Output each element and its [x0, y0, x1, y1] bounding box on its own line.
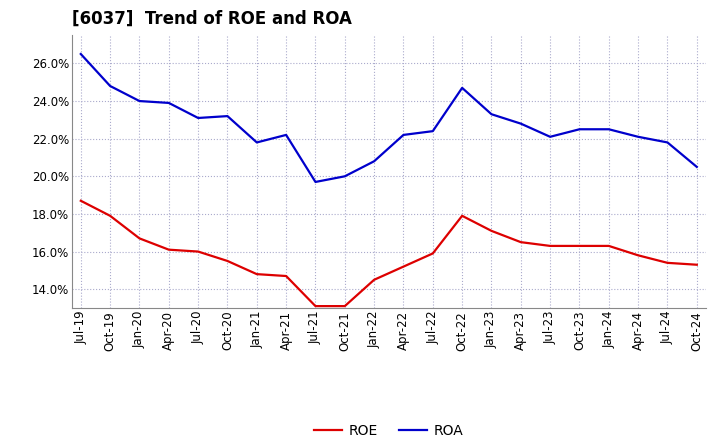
ROE — [516, 239, 525, 245]
Legend: ROE, ROA: ROE, ROA — [309, 418, 469, 440]
ROE — [605, 243, 613, 249]
ROA — [370, 158, 379, 164]
ROA — [634, 134, 642, 139]
ROA — [605, 127, 613, 132]
ROE — [370, 277, 379, 282]
ROE — [693, 262, 701, 268]
ROA — [282, 132, 290, 138]
ROA — [194, 115, 202, 121]
Line: ROA: ROA — [81, 54, 697, 182]
ROA — [106, 83, 114, 88]
ROE — [341, 304, 349, 309]
ROA — [663, 140, 672, 145]
ROA — [693, 164, 701, 169]
ROA — [164, 100, 173, 106]
ROE — [311, 304, 320, 309]
ROA — [487, 112, 496, 117]
ROE — [575, 243, 584, 249]
ROA — [341, 174, 349, 179]
ROA — [135, 99, 144, 104]
ROA — [458, 85, 467, 91]
ROE — [76, 198, 85, 203]
ROE — [399, 264, 408, 269]
ROE — [223, 258, 232, 264]
Text: [6037]  Trend of ROE and ROA: [6037] Trend of ROE and ROA — [72, 10, 352, 28]
ROE — [663, 260, 672, 265]
ROE — [194, 249, 202, 254]
Line: ROE: ROE — [81, 201, 697, 306]
ROE — [487, 228, 496, 234]
ROE — [458, 213, 467, 218]
ROE — [546, 243, 554, 249]
ROE — [282, 273, 290, 279]
ROE — [253, 271, 261, 277]
ROE — [428, 251, 437, 256]
ROA — [575, 127, 584, 132]
ROA — [311, 180, 320, 185]
ROA — [516, 121, 525, 126]
ROA — [399, 132, 408, 138]
ROE — [135, 236, 144, 241]
ROA — [428, 128, 437, 134]
ROA — [253, 140, 261, 145]
ROE — [164, 247, 173, 252]
ROE — [634, 253, 642, 258]
ROE — [106, 213, 114, 218]
ROA — [546, 134, 554, 139]
ROA — [223, 114, 232, 119]
ROA — [76, 51, 85, 57]
